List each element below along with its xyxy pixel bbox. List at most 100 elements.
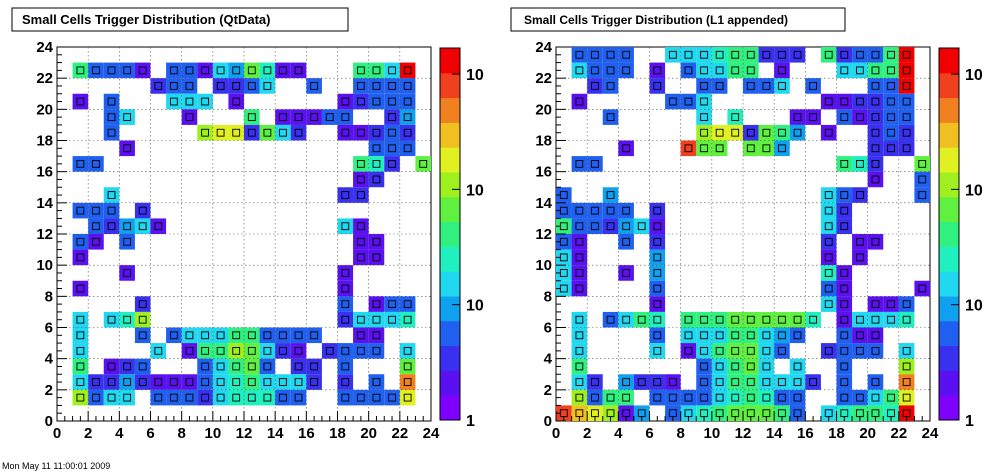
heatmap-cell bbox=[805, 78, 821, 94]
cell-box-marker bbox=[201, 128, 209, 137]
cell-box-marker bbox=[76, 331, 85, 340]
heatmap-cell bbox=[290, 124, 307, 141]
heatmap-cell bbox=[571, 280, 588, 297]
y-tick-label: 0 bbox=[45, 413, 53, 430]
heatmap-cell bbox=[696, 343, 712, 359]
cell-box-marker bbox=[575, 362, 584, 371]
color-scale-label: 10 bbox=[965, 67, 983, 84]
cell-box-marker bbox=[793, 378, 802, 386]
heatmap-cell bbox=[898, 78, 915, 94]
cell-box-marker bbox=[715, 66, 724, 75]
cell-box-marker bbox=[622, 237, 631, 246]
cell-box-marker bbox=[76, 253, 85, 262]
cell-box-marker bbox=[232, 346, 241, 355]
heatmap-cell bbox=[353, 93, 369, 110]
cell-box-marker bbox=[76, 66, 85, 75]
heatmap-cell bbox=[696, 311, 712, 328]
color-scale-band bbox=[939, 395, 959, 421]
heatmap-cell bbox=[119, 109, 135, 125]
color-scale-label: 10 bbox=[466, 298, 484, 315]
cell-box-marker bbox=[388, 300, 396, 309]
heatmap-cell bbox=[368, 156, 385, 172]
color-scale-band bbox=[939, 48, 959, 74]
heatmap-cell bbox=[883, 389, 899, 406]
heatmap-cell bbox=[368, 93, 385, 110]
cell-box-marker bbox=[356, 315, 365, 324]
cell-box-marker bbox=[746, 346, 755, 355]
cell-box-marker bbox=[793, 50, 802, 59]
cell-box-marker bbox=[653, 315, 662, 324]
cell-box-marker bbox=[575, 393, 584, 402]
heatmap-cell bbox=[649, 280, 666, 297]
cell-box-marker bbox=[123, 362, 132, 371]
heatmap-cell bbox=[883, 93, 899, 110]
heatmap-cell bbox=[820, 218, 837, 234]
heatmap-cell bbox=[836, 358, 853, 375]
cell-box-marker bbox=[762, 362, 771, 371]
x-tick-label: 12 bbox=[236, 425, 253, 442]
y-tick-label: 16 bbox=[36, 164, 53, 181]
cell-box-marker bbox=[123, 113, 132, 122]
heatmap-cell bbox=[399, 343, 416, 359]
heatmap-cell bbox=[914, 171, 930, 188]
heatmap-cell bbox=[743, 47, 759, 63]
cell-box-marker bbox=[902, 300, 911, 309]
heatmap-cell bbox=[867, 156, 884, 172]
heatmap-cell bbox=[337, 280, 354, 297]
heatmap-cell bbox=[259, 124, 276, 141]
cell-box-marker bbox=[356, 175, 365, 184]
x-tick-label: 24 bbox=[922, 425, 939, 442]
heatmap-cell bbox=[805, 374, 821, 390]
cell-box-marker bbox=[185, 378, 194, 386]
heatmap-cell bbox=[758, 343, 775, 359]
cell-box-marker bbox=[762, 346, 771, 355]
heatmap-cell bbox=[758, 140, 775, 157]
cell-box-marker bbox=[871, 393, 880, 402]
cell-box-marker bbox=[778, 378, 786, 386]
heatmap-cell bbox=[259, 78, 276, 94]
cell-box-marker bbox=[123, 315, 132, 324]
cell-box-marker bbox=[700, 50, 708, 59]
cell-box-marker bbox=[668, 97, 677, 106]
heatmap-cell bbox=[103, 93, 120, 110]
cell-box-marker bbox=[123, 66, 132, 75]
heatmap-cell bbox=[602, 109, 619, 125]
heatmap-cell bbox=[571, 405, 588, 421]
cell-box-marker bbox=[575, 253, 584, 262]
cell-box-marker bbox=[263, 66, 272, 75]
color-scale-label: 10 bbox=[965, 182, 983, 199]
cell-box-marker bbox=[388, 82, 396, 90]
heatmap-cell bbox=[353, 249, 369, 266]
heatmap-cell bbox=[72, 249, 89, 266]
cell-box-marker bbox=[216, 362, 225, 371]
cell-box-marker bbox=[232, 378, 241, 386]
color-scale-band bbox=[440, 271, 460, 297]
cell-box-marker bbox=[871, 300, 880, 309]
y-tick-label: 6 bbox=[544, 320, 552, 337]
x-tick-label: 10 bbox=[703, 425, 720, 442]
cell-box-marker bbox=[216, 346, 225, 355]
y-tick-label: 8 bbox=[544, 288, 552, 305]
cell-box-marker bbox=[871, 159, 880, 168]
cell-box-marker bbox=[653, 222, 662, 231]
heatmap-cell bbox=[244, 124, 260, 141]
heatmap-cell bbox=[743, 124, 759, 141]
heatmap-cell bbox=[244, 78, 260, 94]
heatmap-cell bbox=[197, 374, 213, 390]
heatmap-cell bbox=[774, 311, 790, 328]
heatmap-cell bbox=[696, 405, 712, 421]
x-tick-label: 4 bbox=[115, 425, 124, 442]
cell-box-marker bbox=[372, 331, 381, 340]
cell-box-marker bbox=[341, 393, 350, 402]
cell-box-marker bbox=[840, 346, 849, 355]
cell-box-marker bbox=[107, 113, 116, 122]
heatmap-cell bbox=[181, 62, 198, 79]
heatmap-cell bbox=[852, 249, 868, 266]
cell-box-marker bbox=[622, 269, 631, 277]
cell-box-marker bbox=[778, 393, 786, 402]
cell-box-marker bbox=[169, 393, 178, 402]
cell-box-marker bbox=[372, 159, 381, 168]
heatmap-cell bbox=[867, 327, 884, 344]
cell-box-marker bbox=[591, 159, 599, 168]
heatmap-cell bbox=[212, 374, 229, 390]
